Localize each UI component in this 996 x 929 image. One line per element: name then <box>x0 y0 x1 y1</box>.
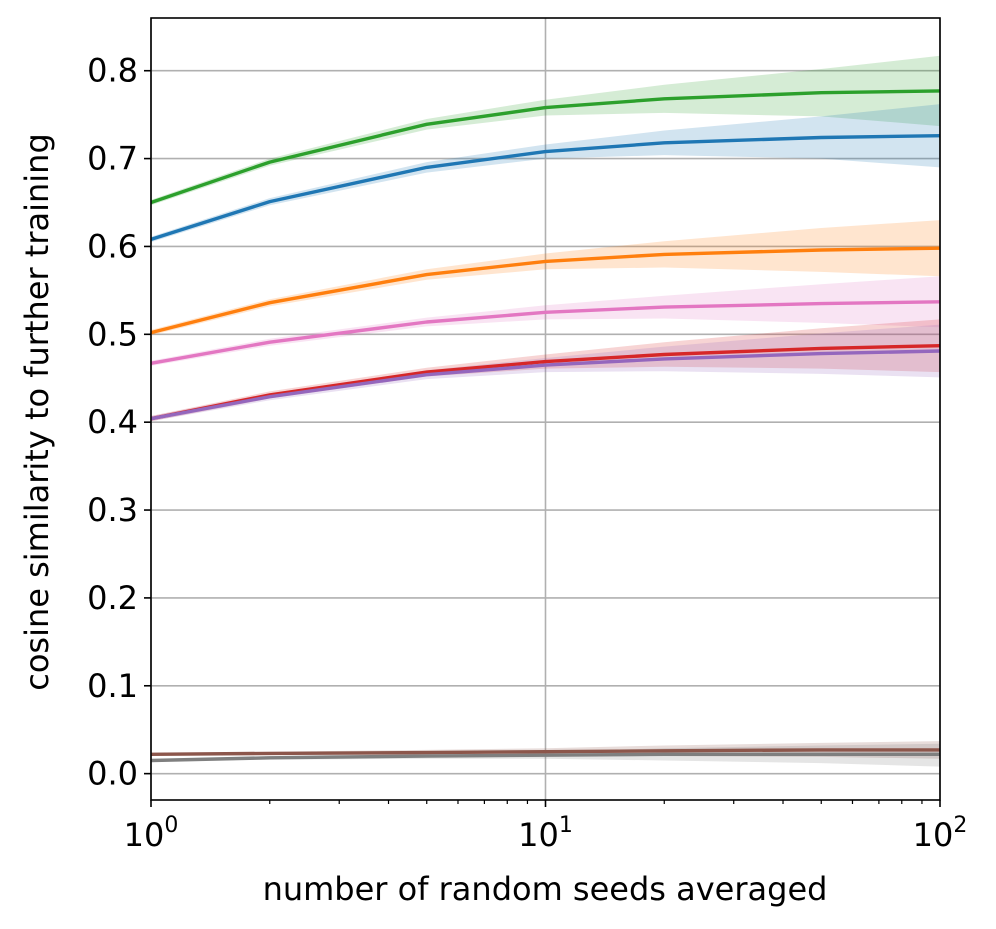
band-pink <box>151 276 940 366</box>
series-line-red <box>150 344 941 421</box>
x-tick-labels: 100 101 102 <box>124 813 968 854</box>
series-line-brown <box>150 748 940 756</box>
axis-ticks <box>144 69 941 807</box>
y-tick-labels: 0.0 0.1 0.2 0.3 0.4 0.5 0.6 0.7 0.8 <box>87 52 138 793</box>
series-line-purple <box>150 349 941 421</box>
series-line-orange <box>150 246 941 335</box>
band-orange <box>151 220 940 336</box>
y-tick-label: 0.3 <box>87 491 138 529</box>
y-tick-label: 0.0 <box>87 755 138 793</box>
series-lines <box>150 89 941 763</box>
y-tick-label: 0.6 <box>87 227 138 265</box>
series-line-pink <box>150 300 941 365</box>
x-axis-label: number of random seeds averaged <box>263 870 828 908</box>
x-tick-label: 101 <box>518 813 573 854</box>
y-tick-label: 0.8 <box>87 52 138 90</box>
band-purple <box>151 324 940 422</box>
series-line-blue <box>150 134 941 242</box>
y-tick-label: 0.1 <box>87 667 138 705</box>
x-tick-label: 100 <box>124 813 179 854</box>
y-tick-label: 0.2 <box>87 579 138 617</box>
band-green <box>151 55 940 206</box>
x-tick-label: 102 <box>913 813 968 854</box>
y-axis-label: cosine similarity to further training <box>18 133 56 691</box>
series-line-green <box>150 89 941 205</box>
series-line-gray <box>150 752 940 763</box>
band-red <box>151 319 940 422</box>
y-tick-label: 0.4 <box>87 403 138 441</box>
y-tick-label: 0.5 <box>87 315 138 353</box>
y-tick-label: 0.7 <box>87 140 138 178</box>
